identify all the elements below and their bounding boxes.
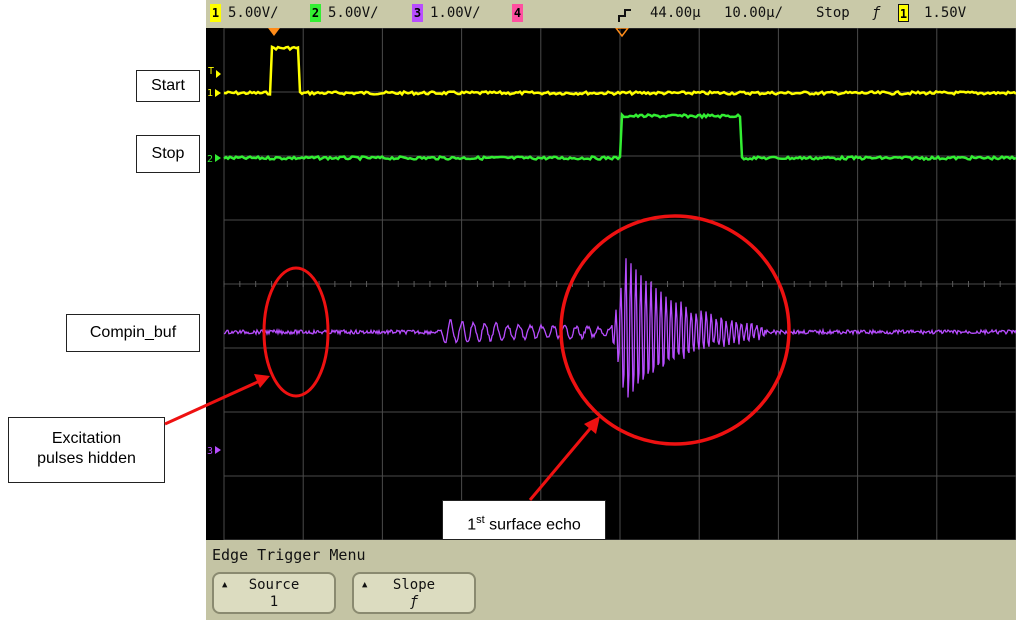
- trigger-slope-icon: ƒ: [872, 5, 881, 21]
- excitation-line-2: pulses hidden: [37, 450, 136, 467]
- ch3-ground-arrow: [215, 446, 221, 454]
- ch1-ground-marker: 1: [207, 88, 213, 99]
- echo-superscript: st: [476, 514, 485, 526]
- ch2-indicator[interactable]: 2: [310, 4, 321, 22]
- echo-callout: 1st surface echo: [442, 500, 606, 540]
- trigger-source: 1: [898, 4, 909, 22]
- compin-buf-callout: Compin_buf: [66, 314, 200, 352]
- echo-suffix: surface echo: [484, 516, 581, 534]
- slope-value-icon: ƒ: [409, 594, 419, 610]
- status-bar: 1 5.00V/ 2 5.00V/ 3 1.00V/ 4 44.00µ 10.0…: [206, 0, 1016, 28]
- excitation-line-1: Excitation: [51, 430, 122, 447]
- timebase: 10.00µ/: [724, 5, 784, 21]
- start-callout: Start: [136, 70, 200, 102]
- slope-label: Slope: [392, 577, 436, 593]
- source-softkey[interactable]: ▲ Source 1: [212, 572, 336, 614]
- slope-softkey[interactable]: ▲ Slope ƒ: [352, 572, 476, 614]
- run-state: Stop: [816, 5, 850, 21]
- trigger-point-marker: [268, 28, 280, 36]
- trigger-level-marker: T: [208, 66, 214, 77]
- delay-reference-marker: [615, 28, 629, 38]
- trigger-level: 1.50V: [924, 5, 967, 21]
- stop-callout: Stop: [136, 135, 200, 173]
- trigger-level-arrow: [216, 70, 221, 78]
- excitation-callout: Excitation pulses hidden: [8, 417, 165, 483]
- ch3-indicator[interactable]: 3: [412, 4, 423, 22]
- ch2-trace: [223, 111, 1016, 162]
- ch3-ground-marker: 3: [207, 446, 213, 457]
- ch1-indicator[interactable]: 1: [210, 4, 221, 22]
- ch2-scale: 5.00V/: [328, 5, 379, 21]
- source-up-icon: ▲: [222, 580, 228, 590]
- oscilloscope-display: 1 5.00V/ 2 5.00V/ 3 1.00V/ 4 44.00µ 10.0…: [206, 0, 1016, 620]
- menu-title: Edge Trigger Menu: [212, 546, 366, 564]
- ch3-scale: 1.00V/: [430, 5, 481, 21]
- source-label: Source: [248, 577, 300, 593]
- ch1-trace: [223, 45, 1016, 97]
- ch4-indicator[interactable]: 4: [512, 4, 523, 22]
- edge-trigger-menu: Edge Trigger Menu ▲ Source 1 ▲ Slope ƒ: [206, 540, 1016, 620]
- graticule: [223, 28, 1016, 540]
- slope-up-icon: ▲: [362, 580, 368, 590]
- trigger-position-icon: [618, 9, 631, 22]
- horizontal-delay: 44.00µ: [650, 5, 701, 21]
- ch1-scale: 5.00V/: [228, 5, 279, 21]
- waveform-area: T 1 2 3: [207, 28, 1016, 540]
- echo-prefix: 1: [467, 516, 477, 534]
- ch2-ground-marker: 2: [207, 154, 213, 165]
- ch1-ground-arrow: [215, 89, 221, 97]
- ch2-ground-arrow: [215, 154, 221, 162]
- source-value: 1: [269, 594, 279, 610]
